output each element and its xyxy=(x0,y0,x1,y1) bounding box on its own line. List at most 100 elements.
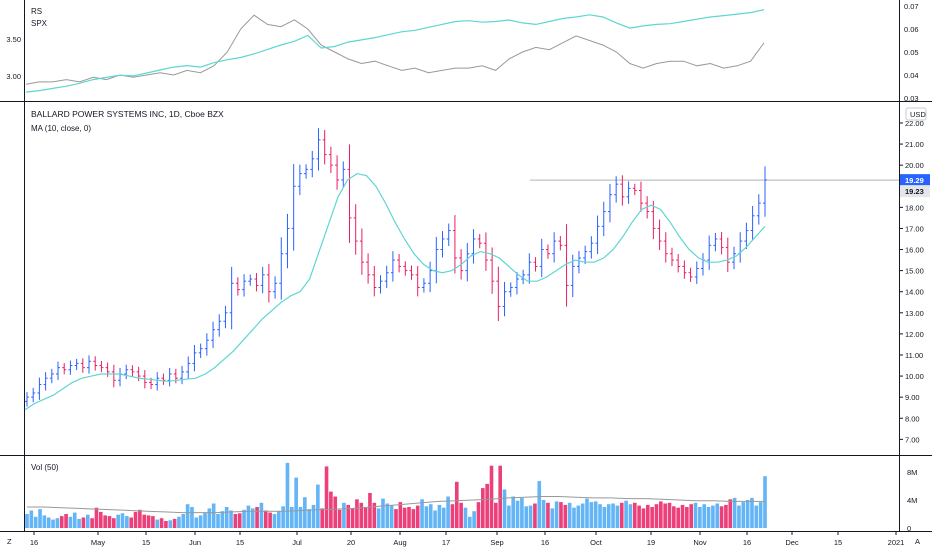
price-tick: 20.00 xyxy=(905,161,924,170)
time-axis[interactable]: 16 May 15 Jun 15 Jul 20 Aug 17 Sep 16 Oct 19 Nov 16 Dec… xyxy=(30,532,905,547)
price-tick: 14.00 xyxy=(905,288,924,297)
volume-bar xyxy=(507,505,511,528)
ohlc-bar xyxy=(428,261,433,293)
auto-scale-glyph[interactable]: A xyxy=(915,537,920,546)
ohlc-bar xyxy=(223,305,228,329)
ohlc-bar xyxy=(502,281,507,317)
volume-bar xyxy=(572,507,576,528)
prev-close-badge xyxy=(900,185,930,198)
ohlc-bar xyxy=(409,265,414,280)
volume-bar xyxy=(472,511,476,528)
volume-bar xyxy=(563,504,568,528)
ohlc-bar xyxy=(366,253,371,284)
volume-bar xyxy=(546,502,550,528)
ohlc-bar xyxy=(483,232,488,271)
time-tick: Oct xyxy=(590,538,603,547)
volume-bar xyxy=(619,502,624,528)
spx-line xyxy=(25,14,765,85)
volume-bar xyxy=(263,510,268,528)
ohlc-bar xyxy=(25,392,29,407)
ohlc-bar xyxy=(353,204,358,255)
volume-bar xyxy=(641,508,646,528)
volume-bar xyxy=(593,501,598,528)
volume-axis: 8M 4M 0 xyxy=(907,468,917,533)
volume-bar xyxy=(155,519,160,528)
ohlc-bar xyxy=(62,363,67,375)
ohlc-bar xyxy=(273,276,278,299)
last-price-value: 19.29 xyxy=(905,176,924,185)
price-tick: 17.00 xyxy=(905,224,924,233)
volume-bar xyxy=(68,516,73,528)
time-tick: 16 xyxy=(743,538,751,547)
volume-bar xyxy=(272,514,277,528)
price-tick: 7.00 xyxy=(905,435,920,444)
volume-bar xyxy=(233,514,238,528)
volume-bar xyxy=(359,502,364,528)
last-price-badge xyxy=(900,174,930,187)
zoom-glyph[interactable]: Z xyxy=(7,537,12,546)
ohlc-bar xyxy=(651,200,656,240)
symbol-title: BALLARD POWER SYSTEMS INC, 1D, Cboe BZX xyxy=(31,109,224,119)
ohlc-bar xyxy=(260,266,265,294)
volume-bar xyxy=(554,501,559,528)
ohlc-bar xyxy=(533,257,538,272)
ma-indicator-label[interactable]: MA (10, close, 0) xyxy=(31,124,91,133)
volume-bar xyxy=(311,504,316,528)
volume-bar xyxy=(624,500,628,528)
volume-bar xyxy=(502,489,507,528)
volume-bar xyxy=(211,503,216,528)
price-pane[interactable]: BALLARD POWER SYSTEMS INC, 1D, Cboe BZX … xyxy=(24,107,930,444)
volume-label[interactable]: Vol (50) xyxy=(31,463,59,472)
volume-bar xyxy=(411,509,416,528)
volume-bar xyxy=(437,504,442,528)
ohlc-bar xyxy=(750,205,755,241)
ohlc-bar xyxy=(397,254,402,273)
volume-bar xyxy=(129,517,134,528)
volume-bar xyxy=(654,504,659,528)
volume-bar xyxy=(758,502,763,528)
volume-pane[interactable]: Vol (50) 8M 4M 0 xyxy=(25,462,917,533)
rs-right-axis[interactable]: 0.07 0.06 0.05 0.04 0.03 xyxy=(904,2,919,103)
ohlc-bar xyxy=(452,215,457,274)
volume-bar xyxy=(489,465,494,528)
ohlc-bar xyxy=(707,235,712,270)
ohlc-bar xyxy=(446,223,451,246)
ohlc-bar xyxy=(558,236,563,251)
volume-bar xyxy=(77,518,81,528)
volume-bar xyxy=(454,481,459,528)
currency-box[interactable] xyxy=(905,107,927,121)
ohlc-bar xyxy=(669,247,674,267)
price-axis[interactable]: 22.0021.0020.0019.0018.0017.0016.0015.00… xyxy=(899,119,924,444)
price-tick: 18.00 xyxy=(905,203,924,212)
price-tick: 22.00 xyxy=(905,119,924,128)
volume-bar xyxy=(246,505,251,528)
volume-bar xyxy=(632,502,637,528)
volume-bar xyxy=(185,504,190,528)
volume-bar xyxy=(689,504,694,528)
rs-label: RS xyxy=(31,7,42,16)
volume-bar xyxy=(680,504,685,528)
volume-bar xyxy=(658,501,663,528)
time-tick: May xyxy=(91,538,105,547)
volume-bar xyxy=(285,462,290,528)
volume-bar xyxy=(611,503,615,528)
volume-bar xyxy=(203,512,207,528)
volume-average xyxy=(27,496,765,514)
volume-bar xyxy=(485,483,489,528)
rs-pane[interactable]: RS SPX 3.50 3.00 0.07 0.06 0.05 0.04 0.03 xyxy=(6,2,918,103)
volume-bar xyxy=(515,500,520,528)
ohlc-bar xyxy=(521,269,526,285)
ma-line xyxy=(24,172,766,411)
volume-bars xyxy=(25,462,767,528)
ohlc-bar xyxy=(80,358,85,373)
volume-bar xyxy=(385,503,390,528)
ohlc-bar xyxy=(545,244,550,259)
volume-bar xyxy=(450,504,455,528)
volume-bar xyxy=(467,516,472,528)
volume-bar xyxy=(368,493,372,528)
volume-bar xyxy=(628,504,633,528)
volume-bar xyxy=(120,513,125,528)
ohlc-bar xyxy=(676,254,681,273)
time-tick: 16 xyxy=(541,538,549,547)
time-tick: Jun xyxy=(189,538,201,547)
